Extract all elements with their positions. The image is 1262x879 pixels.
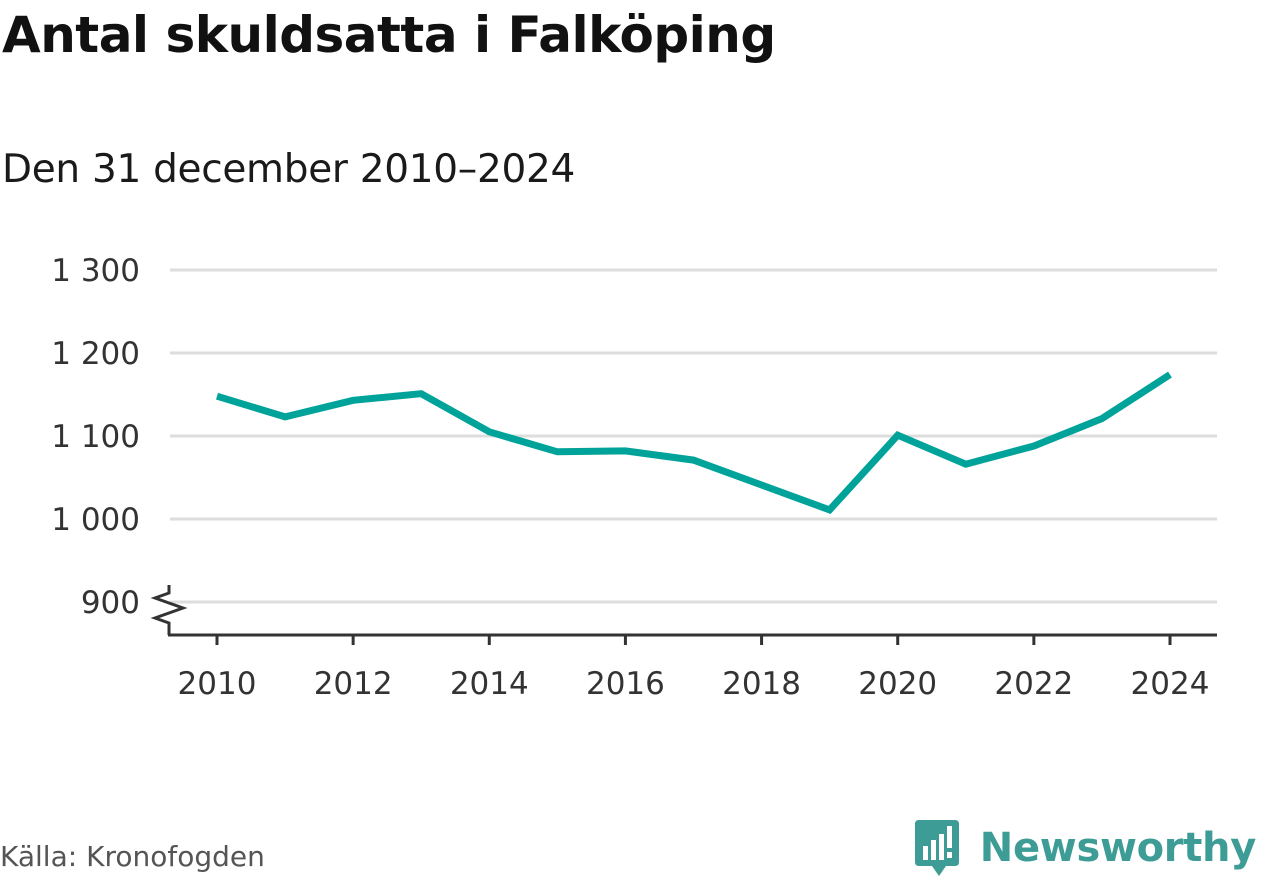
- data-point: [622, 448, 628, 454]
- data-point: [214, 393, 220, 399]
- data-point: [486, 429, 492, 435]
- x-tick-label: 2014: [450, 666, 529, 702]
- x-tick-label: 2010: [178, 666, 257, 702]
- series-line: [215, 371, 1172, 514]
- series-group: [214, 371, 1173, 514]
- line-chart: 900 1 000 1 100 1 200 1 300 2010 2012 2014 2016…: [51, 253, 1217, 702]
- data-point: [963, 461, 969, 467]
- y-tick-label: 1 100: [51, 419, 140, 455]
- data-point: [554, 449, 560, 455]
- x-tick-label: 2022: [994, 666, 1073, 702]
- data-point: [1167, 372, 1173, 378]
- data-point: [759, 482, 765, 488]
- x-axis: 2010 2012 2014 2016 2018 2020 2022 2024: [168, 633, 1217, 702]
- chart-title: Antal skuldsatta i Falköping: [2, 6, 776, 64]
- data-point: [350, 397, 356, 403]
- bar-chart-speech-bubble-icon: [914, 820, 959, 876]
- y-tick-label: 1 200: [51, 336, 140, 372]
- data-point: [1031, 443, 1037, 449]
- x-tick-label: 2018: [722, 666, 801, 702]
- data-point: [418, 391, 424, 397]
- data-point: [282, 414, 288, 420]
- x-tick-label: 2020: [858, 666, 937, 702]
- y-tick-label: 1 000: [51, 502, 140, 538]
- brand-logo: Newsworthy: [912, 818, 1256, 878]
- grid-lines: [170, 268, 1217, 604]
- x-tick-label: 2024: [1131, 666, 1210, 702]
- y-axis-ticks: 900 1 000 1 100 1 200 1 300: [51, 253, 140, 621]
- y-tick-label: 900: [81, 585, 140, 621]
- y-tick-label: 1 300: [51, 253, 140, 289]
- data-point: [1099, 416, 1105, 422]
- data-point: [895, 432, 901, 438]
- axis-break-zigzag: [150, 585, 188, 635]
- source-note: Källa: Kronofogden: [0, 840, 265, 873]
- brand-name: Newsworthy: [979, 825, 1257, 871]
- data-point: [827, 507, 833, 513]
- axis-break-icon: [150, 585, 188, 635]
- x-tick-label: 2016: [586, 666, 665, 702]
- chart-subtitle: Den 31 december 2010–2024: [2, 147, 576, 192]
- data-point: [691, 457, 697, 463]
- x-tick-label: 2012: [314, 666, 393, 702]
